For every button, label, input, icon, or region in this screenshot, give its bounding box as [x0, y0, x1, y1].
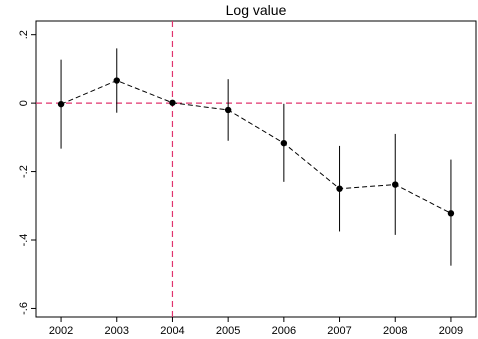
y-axis: .2 0 -.2 -.4 -.6: [18, 30, 36, 315]
x-tick-label: 2003: [105, 325, 129, 337]
y-tick-label: -.2: [18, 165, 30, 178]
data-point: [280, 139, 288, 147]
y-tick-label: -.6: [18, 302, 30, 315]
x-tick-label: 2005: [216, 325, 240, 337]
x-tick-label: 2007: [327, 325, 351, 337]
data-point: [57, 100, 65, 108]
reference-lines: [36, 21, 476, 317]
series-layer: [57, 48, 455, 266]
y-tick-label: .2: [18, 30, 30, 39]
data-point: [447, 210, 455, 217]
data-point: [169, 99, 176, 106]
x-tick-label: 2002: [49, 325, 73, 337]
data-point: [224, 106, 232, 114]
data-point: [392, 181, 399, 188]
x-tick-label: 2004: [160, 325, 184, 337]
y-tick-label: -.4: [18, 234, 30, 247]
data-point: [113, 77, 120, 84]
x-tick-label: 2009: [439, 325, 463, 337]
x-tick-label: 2008: [383, 325, 407, 337]
series-line: [60, 80, 452, 214]
y-tick-label: 0: [18, 100, 30, 106]
plot-frame: [35, 20, 477, 318]
data-point: [336, 185, 343, 192]
x-tick-label: 2006: [272, 325, 296, 337]
chart-title: Log value: [226, 2, 287, 18]
x-axis: 2002 2003 2004 2005 2006 2007 2008 2009: [49, 317, 463, 337]
